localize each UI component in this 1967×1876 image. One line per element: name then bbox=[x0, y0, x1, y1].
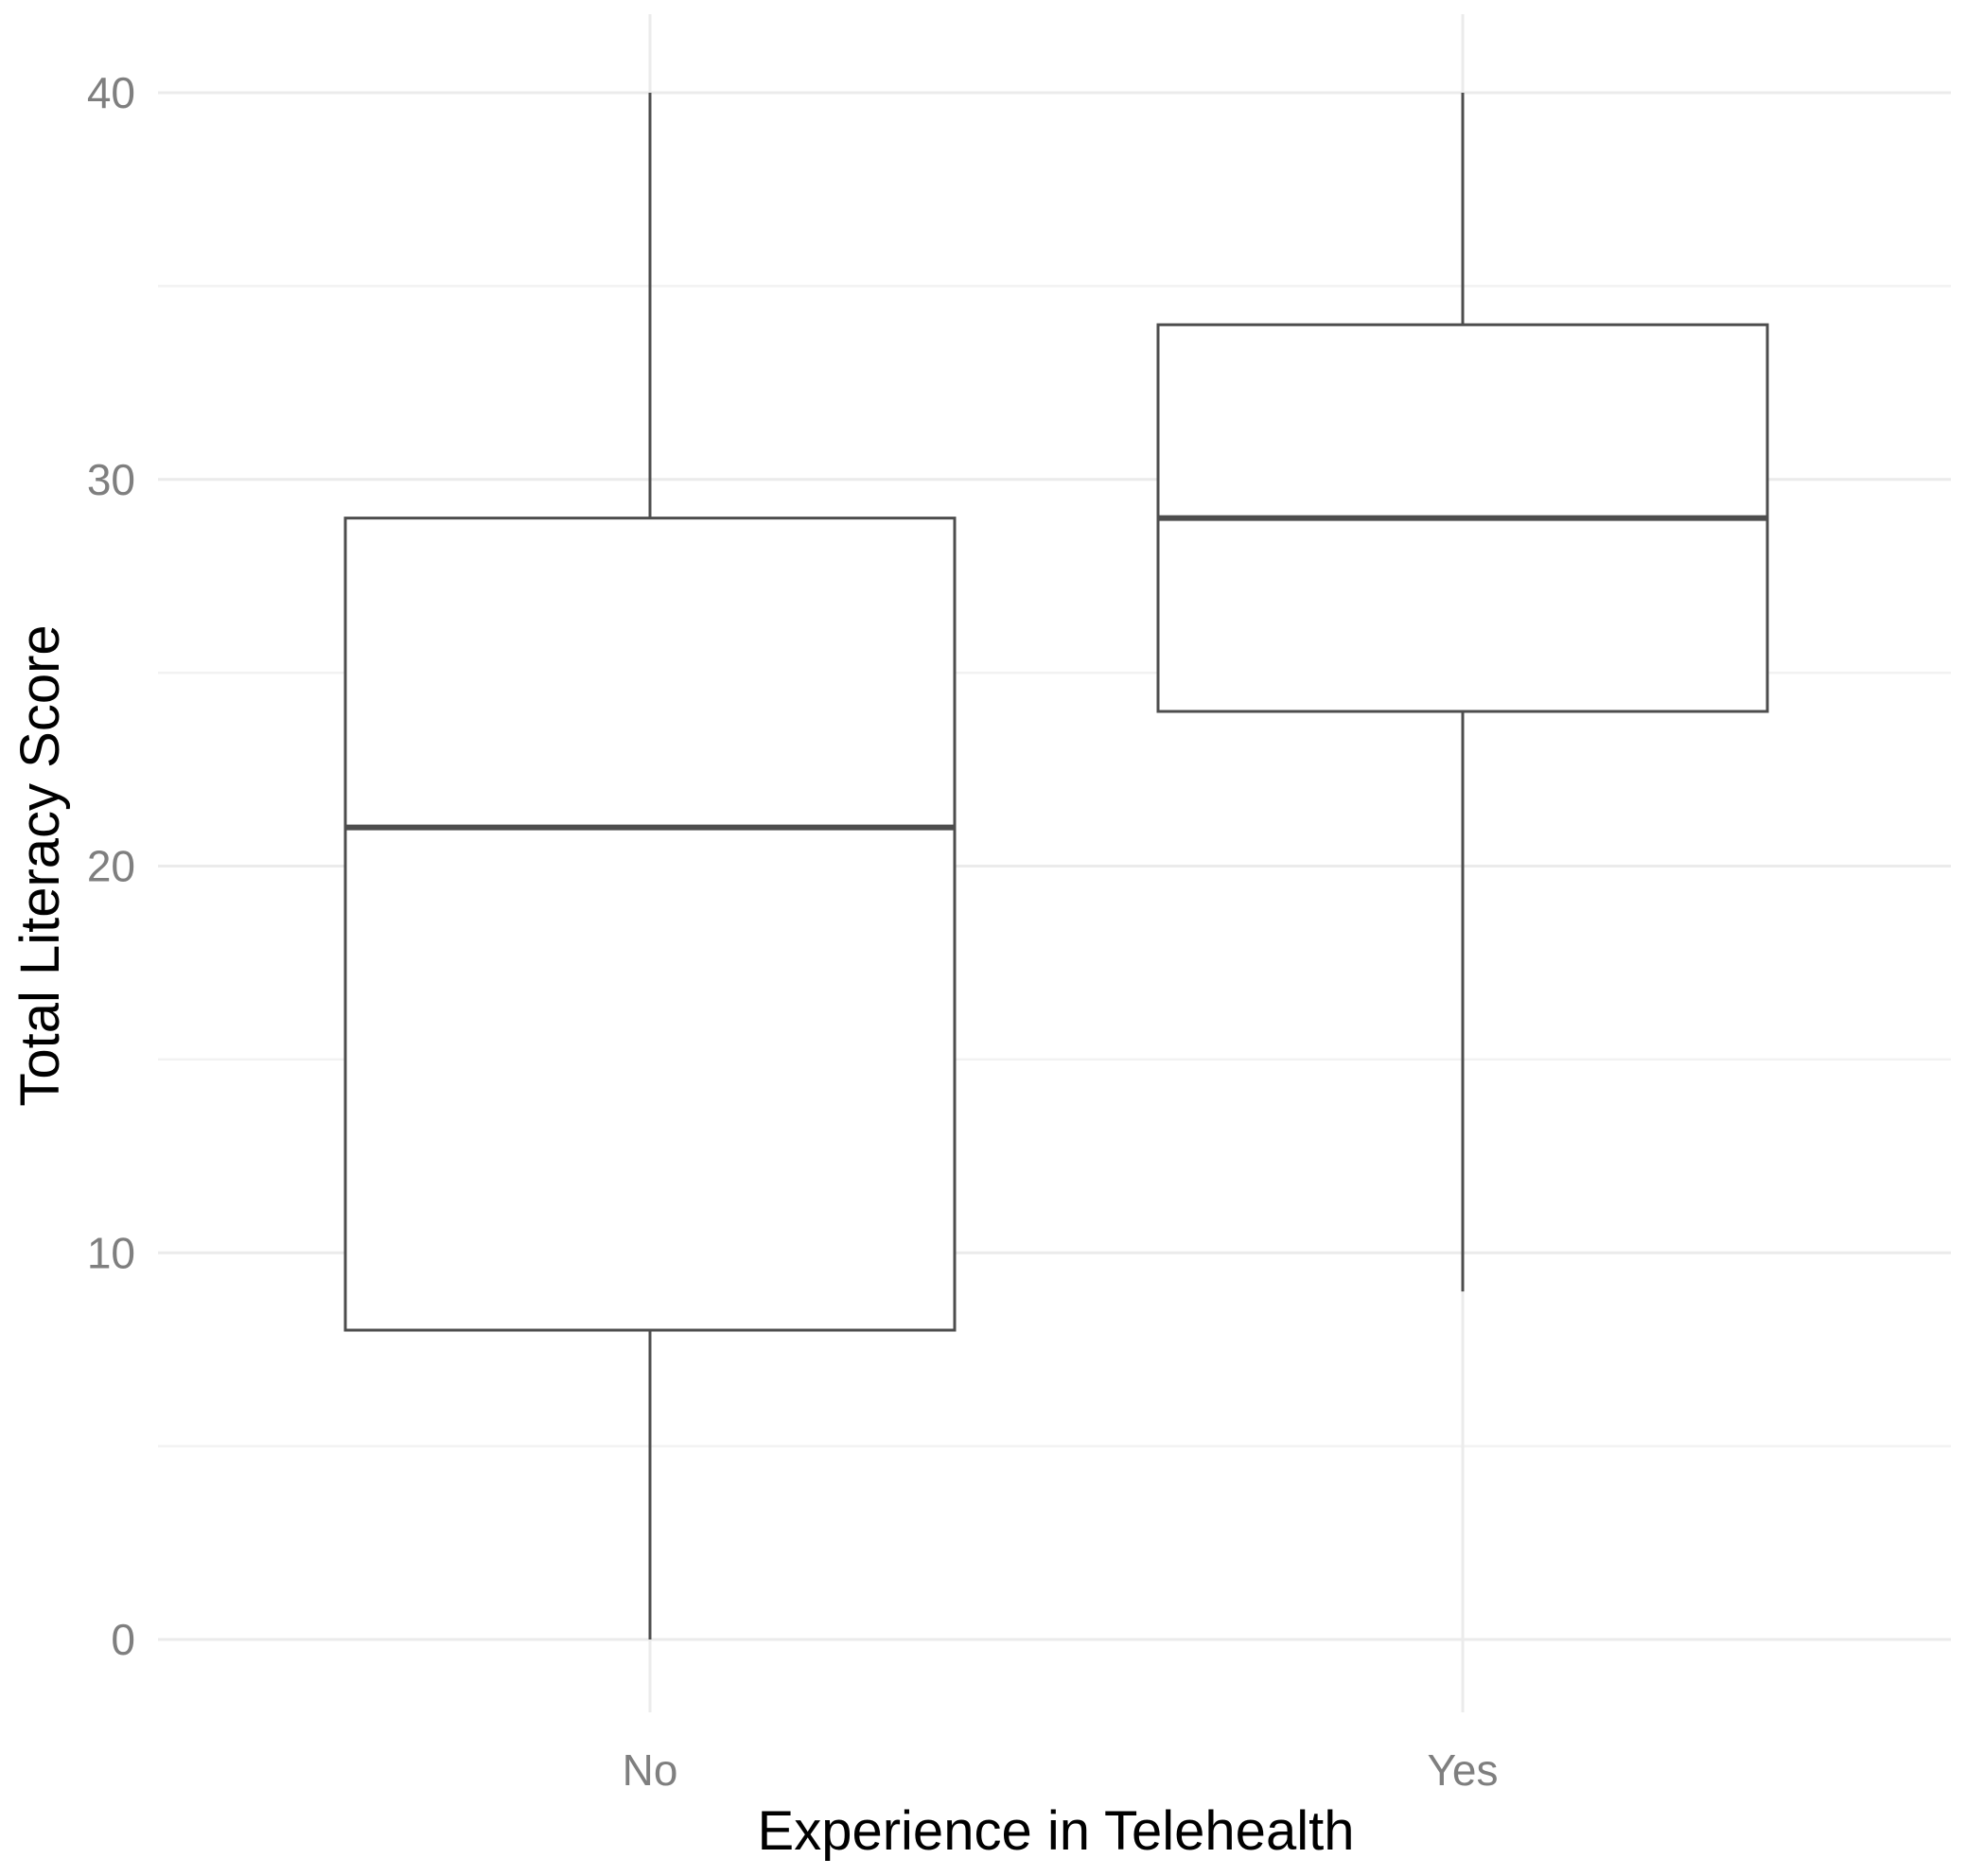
y-axis-title: Total Literacy Score bbox=[9, 624, 71, 1106]
x-axis-title: Experience in Telehealth bbox=[758, 1800, 1355, 1862]
box-yes bbox=[1156, 93, 1769, 1292]
y-tick-label: 0 bbox=[111, 1615, 135, 1664]
x-tick-label: No bbox=[623, 1745, 678, 1795]
boxes bbox=[343, 93, 1769, 1639]
x-axis-ticks: No Yes bbox=[623, 1745, 1499, 1795]
iqr-box bbox=[343, 517, 957, 1332]
x-tick-label: Yes bbox=[1427, 1745, 1498, 1795]
y-tick-label: 10 bbox=[87, 1228, 135, 1277]
y-axis-ticks: 0 10 20 30 40 bbox=[87, 68, 135, 1664]
box-no bbox=[343, 93, 957, 1639]
y-tick-label: 20 bbox=[87, 842, 135, 891]
y-tick-label: 30 bbox=[87, 455, 135, 504]
y-tick-label: 40 bbox=[87, 68, 135, 117]
